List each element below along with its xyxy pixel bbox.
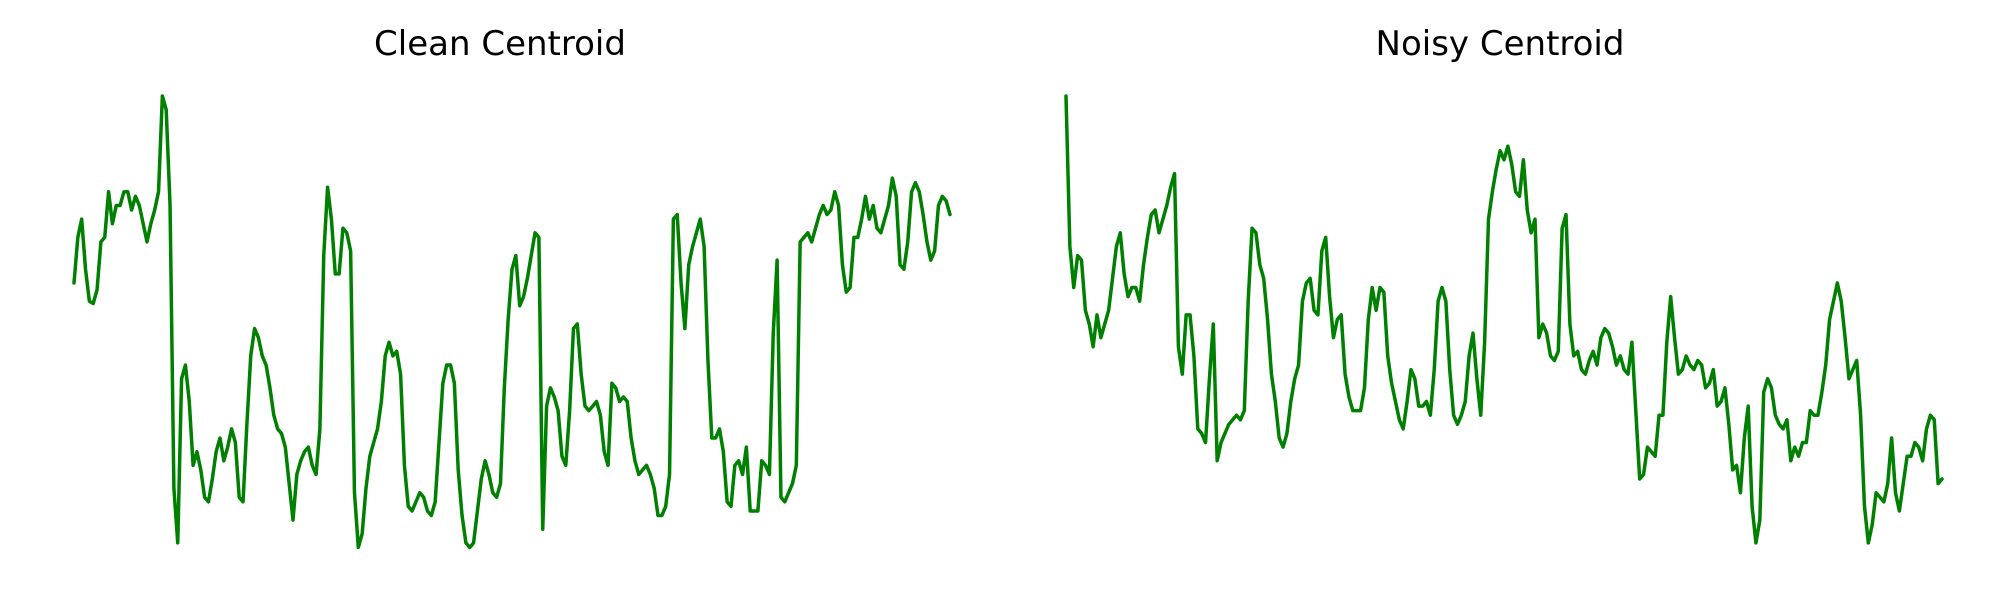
noisy-centroid-plot <box>1064 94 1944 545</box>
series-line-0 <box>1064 94 1944 545</box>
clean-centroid-plot <box>72 94 952 550</box>
noisy-centroid-panel: Noisy Centroid <box>1000 0 2000 600</box>
clean-centroid-title: Clean Centroid <box>374 24 626 64</box>
series-line-0 <box>72 94 952 550</box>
noisy-centroid-title: Noisy Centroid <box>1375 24 1625 64</box>
clean-centroid-panel: Clean Centroid <box>72 24 952 550</box>
